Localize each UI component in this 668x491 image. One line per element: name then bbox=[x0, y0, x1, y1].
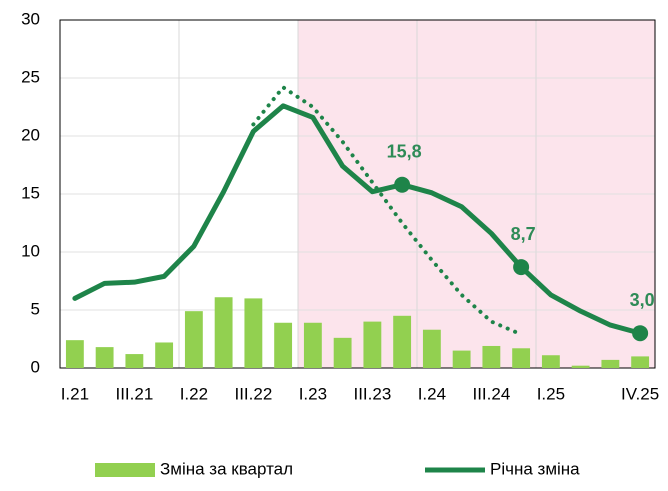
bar bbox=[631, 356, 650, 368]
bar bbox=[333, 337, 352, 368]
point-marker bbox=[513, 259, 530, 276]
x-tick-label: IV.25 bbox=[621, 384, 659, 403]
bar bbox=[214, 297, 233, 368]
x-tick-label: I.21 bbox=[61, 384, 89, 403]
y-tick-label: 25 bbox=[21, 67, 40, 86]
x-tick-label: I.23 bbox=[299, 384, 327, 403]
bar bbox=[571, 365, 590, 368]
bar bbox=[541, 355, 560, 368]
bar bbox=[393, 315, 412, 368]
point-marker bbox=[394, 176, 411, 193]
bar bbox=[303, 322, 322, 368]
bar bbox=[184, 311, 203, 368]
point-marker bbox=[632, 325, 649, 342]
y-tick-label: 15 bbox=[21, 183, 40, 202]
y-tick-label: 5 bbox=[31, 299, 40, 318]
x-tick-label: I.25 bbox=[537, 384, 565, 403]
x-tick-label: III.22 bbox=[234, 384, 272, 403]
x-tick-label: III.24 bbox=[472, 384, 510, 403]
bar bbox=[363, 321, 382, 368]
y-tick-label: 20 bbox=[21, 125, 40, 144]
data-label: 8,7 bbox=[511, 224, 536, 244]
bar bbox=[452, 350, 471, 368]
data-label: 3,0 bbox=[630, 290, 655, 310]
x-tick-label: III.23 bbox=[353, 384, 391, 403]
line bbox=[72, 103, 643, 336]
bar bbox=[95, 347, 114, 368]
bar bbox=[482, 345, 501, 368]
bar bbox=[601, 359, 620, 368]
bar bbox=[65, 340, 84, 368]
data-label: 15,8 bbox=[387, 141, 422, 161]
bar bbox=[155, 342, 174, 368]
legend-label: Зміна за квартал bbox=[160, 459, 293, 478]
legend-swatch bbox=[95, 463, 155, 477]
dotted-line bbox=[251, 85, 524, 337]
y-tick-label: 10 bbox=[21, 241, 40, 260]
x-tick-label: III.21 bbox=[115, 384, 153, 403]
bar bbox=[512, 348, 531, 368]
x-tick-label: I.24 bbox=[418, 384, 446, 403]
y-tick-label: 0 bbox=[31, 357, 40, 376]
y-tick-label: 30 bbox=[21, 9, 40, 28]
bar bbox=[274, 322, 293, 368]
bar bbox=[244, 298, 263, 368]
bar bbox=[125, 354, 144, 368]
plot-frame bbox=[59, 19, 656, 369]
legend-label: Річна зміна bbox=[490, 459, 580, 478]
x-tick-label: I.22 bbox=[180, 384, 208, 403]
bar bbox=[422, 329, 441, 368]
